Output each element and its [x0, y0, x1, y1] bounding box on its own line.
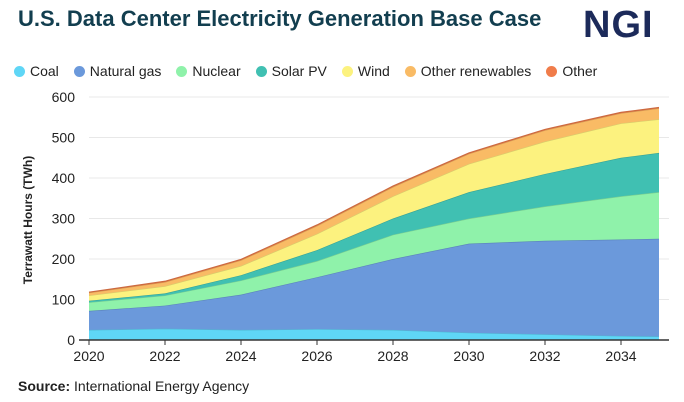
area-nuclear — [89, 192, 659, 311]
legend-swatch-icon — [546, 65, 558, 77]
area-edge — [88, 106, 660, 293]
legend-label: Coal — [30, 63, 59, 79]
legend-swatch-icon — [14, 65, 25, 77]
legend-item[interactable]: Solar PV — [255, 63, 327, 79]
y-tick-label: 600 — [52, 89, 76, 105]
x-tick-label: 2022 — [149, 348, 180, 364]
legend-label: Other renewables — [420, 63, 532, 79]
legend-label: Solar PV — [271, 63, 327, 79]
legend-item[interactable]: Coal — [14, 63, 59, 79]
x-tick-label: 2026 — [301, 348, 332, 364]
y-tick-label: 300 — [52, 211, 76, 227]
legend-swatch-icon — [341, 65, 353, 77]
area-natural-gas — [89, 238, 659, 337]
source-label: Source: — [18, 378, 71, 394]
area-coal — [89, 328, 659, 340]
y-tick-label: 200 — [52, 251, 76, 267]
legend: Coal Natural gas Nuclear Solar PV Wind Other … — [14, 63, 597, 79]
legend-label: Natural gas — [89, 63, 162, 79]
legend-item[interactable]: Natural gas — [73, 63, 162, 79]
x-tick-label: 2028 — [377, 348, 408, 364]
x-tick-label: 2034 — [605, 348, 636, 364]
legend-swatch-icon — [255, 65, 267, 77]
legend-item[interactable]: Other renewables — [404, 63, 532, 79]
area-wind — [89, 119, 659, 301]
x-tick-label: 2032 — [529, 348, 560, 364]
y-tick-label: 500 — [52, 130, 76, 146]
source-note: Source: International Energy Agency — [18, 378, 249, 394]
legend-label: Wind — [357, 63, 390, 79]
legend-swatch-icon — [176, 65, 188, 77]
legend-item[interactable]: Wind — [341, 63, 390, 79]
ngi-logo: NGI — [583, 4, 654, 46]
y-tick-label: 0 — [67, 332, 75, 348]
chart-title: U.S. Data Center Electricity Generation … — [18, 6, 542, 31]
legend-swatch-icon — [73, 65, 85, 77]
area-solar-pv — [89, 152, 659, 303]
legend-label: Other — [562, 63, 598, 79]
legend-label: Nuclear — [192, 63, 241, 79]
y-tick-label: 400 — [52, 170, 76, 186]
x-tick-label: 2030 — [453, 348, 484, 364]
legend-item[interactable]: Nuclear — [176, 63, 241, 79]
source-text: International Energy Agency — [74, 378, 250, 394]
y-tick-label: 100 — [52, 292, 76, 308]
legend-swatch-icon — [404, 65, 416, 77]
x-tick-label: 2020 — [73, 348, 104, 364]
y-axis-label: Terrawatt Hours (TWh) — [21, 156, 35, 284]
legend-item[interactable]: Other — [546, 63, 597, 79]
area-other-renewables — [89, 108, 659, 296]
x-tick-label: 2024 — [225, 348, 256, 364]
